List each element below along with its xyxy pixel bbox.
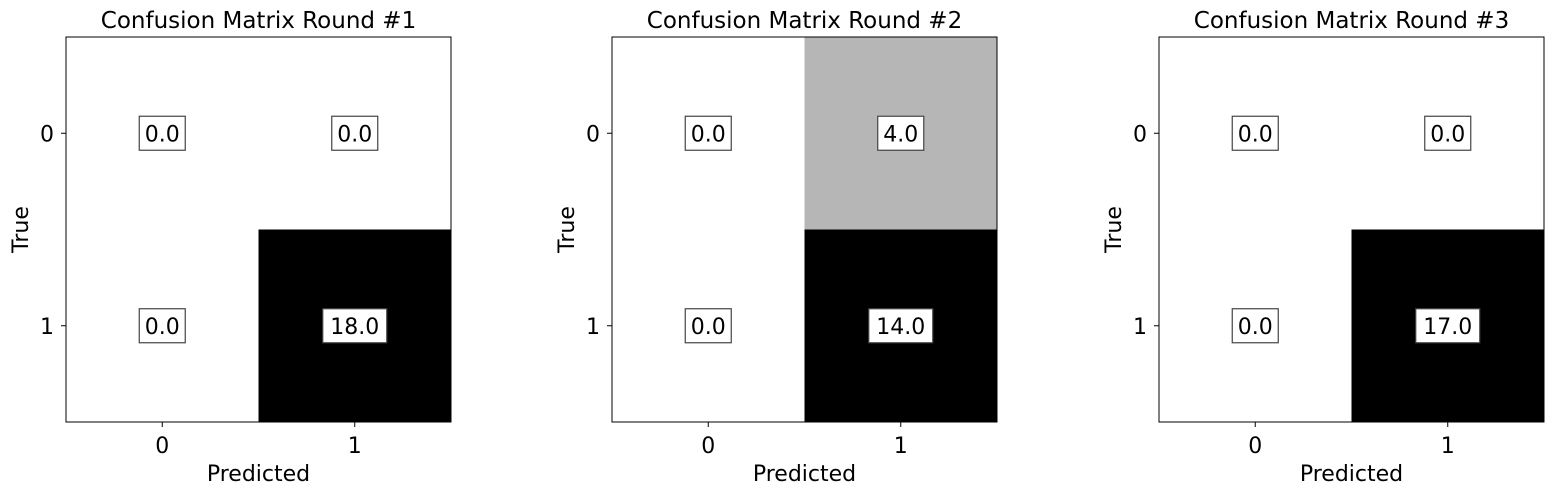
cell-value-label: 4.0 [883,122,918,147]
cell-label-box [138,115,186,151]
cell-value-label: 17.0 [1423,315,1472,340]
x-tick-label: 1 [1441,434,1455,459]
chart-panel-1: 0.0 0.0 0.0 18.0 0 1 0 1 Confusion Matrix Round … [9,8,452,487]
y-tick-label: 0 [586,122,600,147]
cell-value-label: 0.0 [1238,122,1273,147]
cell-label-box [1231,115,1279,151]
axes-frame [65,36,452,423]
cell-label-box [331,115,379,151]
cell-label-box [138,308,186,344]
x-axis-label: Predicted [1300,462,1403,487]
x-axis-label: Predicted [207,462,310,487]
cell-value-label: 18.0 [330,315,379,340]
axes-frame [611,36,998,423]
x-tick-label: 1 [894,434,908,459]
x-tick-label: 0 [155,434,169,459]
cell-label-box [1415,308,1481,344]
y-tick-label: 0 [1133,122,1147,147]
chart-panel-3: 0.0 0.0 0.0 17.0 0 1 0 1 Confusion Matrix Round … [1102,8,1545,487]
cell-value-label: 0.0 [145,315,180,340]
cell-label-box [684,115,732,151]
cell-label-box [1424,115,1472,151]
cell-value-label: 0.0 [691,122,726,147]
chart-panel-2: 0.0 4.0 0.0 14.0 0 1 0 1 Confusion Matrix Round … [555,8,998,487]
x-tick-label: 0 [701,434,715,459]
cell-value-label: 0.0 [337,122,372,147]
y-axis-label: True [555,206,580,254]
chart-title: Confusion Matrix Round #1 [101,8,416,34]
cell-label-box [1231,308,1279,344]
x-tick-label: 0 [1248,434,1262,459]
cell-label-box [868,308,934,344]
cell-value-label: 0.0 [691,315,726,340]
x-tick-label: 1 [348,434,362,459]
chart-title: Confusion Matrix Round #2 [647,8,962,34]
cell-value-label: 0.0 [1430,122,1465,147]
y-axis-label: True [9,206,34,254]
y-tick-label: 1 [1133,315,1147,340]
chart-title: Confusion Matrix Round #3 [1194,8,1509,34]
cell-value-label: 0.0 [1238,315,1273,340]
y-tick-label: 0 [40,122,54,147]
cell-label-box [322,308,388,344]
y-axis-label: True [1102,206,1127,254]
y-tick-label: 1 [40,315,54,340]
y-tick-label: 1 [586,315,600,340]
cell-value-label: 14.0 [876,315,925,340]
cell-label-box [877,115,925,151]
axes-frame [1158,36,1545,423]
cell-label-box [684,308,732,344]
cell-value-label: 0.0 [145,122,180,147]
x-axis-label: Predicted [753,462,856,487]
